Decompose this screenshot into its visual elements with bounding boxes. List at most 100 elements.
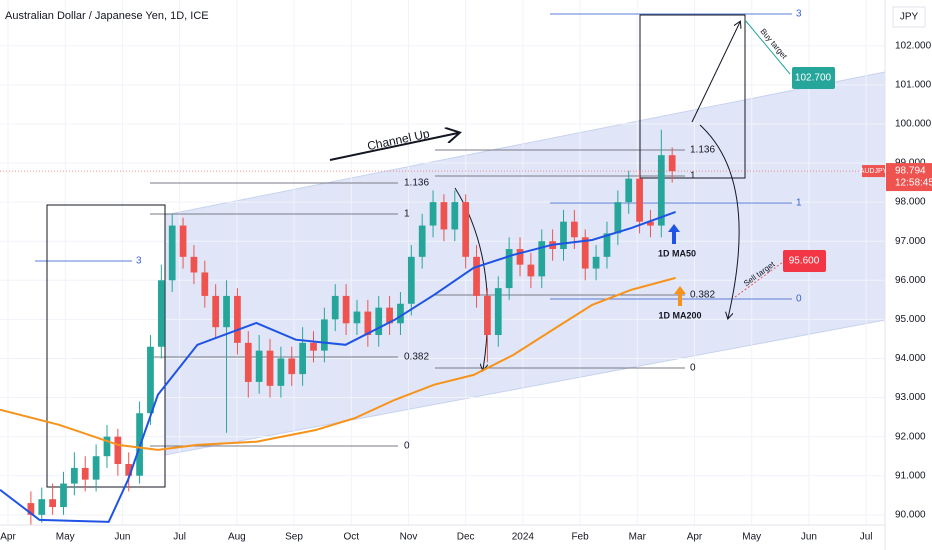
- candle-body: [603, 233, 611, 257]
- candle-body: [364, 311, 372, 336]
- symbol-box: [862, 165, 885, 178]
- candle-body: [60, 483, 67, 508]
- candle-body: [386, 307, 393, 324]
- x-tick-label: Oct: [343, 532, 359, 543]
- y-tick-label: 93.000: [895, 392, 926, 403]
- series: [0, 129, 885, 527]
- candle-body: [103, 436, 111, 457]
- candle-body: [581, 237, 589, 269]
- candle-body: [27, 503, 35, 515]
- candle-body: [234, 295, 241, 343]
- x-tick-label: Dec: [457, 532, 475, 543]
- candle-body: [527, 264, 535, 277]
- y-tick-label: 90.000: [895, 509, 926, 520]
- target-line: [734, 261, 784, 298]
- moving-average: [0, 276, 676, 451]
- y-tick-label: 95.000: [895, 314, 926, 325]
- candle-body: [223, 295, 230, 328]
- x-tick-label: Apr: [687, 532, 703, 543]
- candle-body: [168, 225, 176, 281]
- candle-body: [38, 499, 46, 515]
- candle-body: [636, 178, 643, 222]
- x-tick-label: Mar: [629, 532, 647, 543]
- candle-body: [71, 467, 78, 484]
- fib-label: 1: [404, 209, 410, 220]
- y-tick-label: 94.000: [895, 353, 926, 364]
- target-box: [783, 250, 826, 272]
- arrow: [329, 133, 458, 161]
- y-tick-label: 91.000: [895, 470, 926, 481]
- candle-body: [429, 202, 437, 226]
- x-tick-label: Jul: [173, 532, 186, 543]
- candle-body: [473, 256, 480, 296]
- fib-label: 0: [796, 294, 802, 305]
- channel: [165, 72, 885, 455]
- x-tick-label: May: [742, 532, 761, 543]
- candle-body: [494, 288, 502, 336]
- y-tick-label: 102.000: [895, 40, 932, 51]
- arrow-icon: [668, 224, 680, 244]
- candle-body: [625, 178, 633, 203]
- x-tick-label: May: [56, 532, 75, 543]
- annotation: 1D MA200: [658, 310, 701, 320]
- candle-body: [418, 225, 426, 257]
- fib-label: 1: [690, 171, 696, 182]
- candle-body: [592, 256, 600, 269]
- candle-body: [147, 346, 154, 414]
- candle-body: [570, 221, 578, 238]
- fib-label: 0.382: [404, 352, 429, 363]
- y-tick-label: 96.000: [895, 275, 926, 286]
- channel-top: [164, 71, 886, 216]
- fib-label: 3: [136, 256, 142, 267]
- candle-body: [92, 456, 100, 480]
- candle-body: [342, 295, 350, 324]
- x-tick-label: Jun: [114, 532, 130, 543]
- candle-body: [310, 342, 317, 351]
- candle-body: [266, 350, 274, 386]
- candle-body: [353, 311, 361, 324]
- fib-label: 0: [404, 441, 410, 452]
- arrow: [691, 22, 740, 123]
- box: [639, 14, 746, 179]
- y-tick-label: 97.000: [895, 236, 926, 247]
- symbol-label: AUDJPY: [860, 168, 888, 175]
- x-tick-label: Apr: [0, 532, 16, 543]
- candle-body: [647, 221, 654, 226]
- fib-label: 3: [796, 9, 802, 20]
- candle-body: [516, 249, 524, 265]
- candle-body: [299, 342, 306, 375]
- candle-body: [397, 303, 404, 324]
- candle-body: [255, 350, 263, 382]
- candle-body: [201, 272, 209, 296]
- candle-body: [212, 295, 220, 328]
- moving-average: [0, 210, 676, 523]
- box: [46, 204, 166, 488]
- candle-body: [288, 358, 296, 375]
- countdown-label: 12:58:45: [895, 178, 932, 189]
- fib-label: 0: [690, 363, 696, 374]
- arrow: [699, 124, 740, 318]
- candle-body: [125, 464, 133, 476]
- y-tick-label: 92.000: [895, 431, 926, 442]
- x-tick-label: Sep: [285, 532, 303, 543]
- annotation: 1D MA50: [658, 248, 696, 258]
- candle-body: [484, 295, 491, 336]
- candle-body: [81, 467, 89, 480]
- candle-body: [657, 155, 665, 226]
- candle-body: [179, 225, 187, 257]
- candle-body: [505, 249, 513, 289]
- candle-body: [462, 202, 470, 257]
- target-box: [792, 67, 835, 89]
- candle-body: [114, 436, 122, 465]
- candle-body: [440, 202, 448, 230]
- y-tick-label: 101.000: [895, 79, 932, 90]
- x-tick-label: Nov: [400, 532, 418, 543]
- candle-body: [277, 358, 285, 386]
- fib-label: 1.136: [404, 178, 429, 189]
- chart-title: Australian Dollar / Japanese Yen, 1D, IC…: [5, 10, 209, 22]
- fib-label: 1.136: [690, 145, 715, 156]
- price-axis: [885, 0, 932, 550]
- target-label: 95.600: [789, 256, 820, 267]
- target-label: 102.700: [795, 73, 832, 84]
